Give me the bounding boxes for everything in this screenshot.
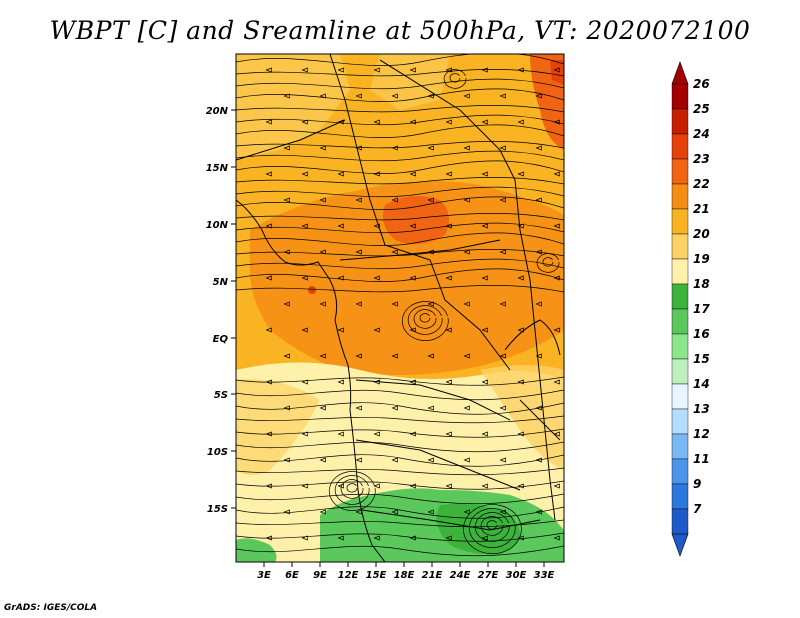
colorbar-cell	[671, 258, 689, 285]
colorbar-cell	[671, 458, 689, 485]
lat-label: 10N	[206, 220, 229, 231]
colorbar-label: 20	[693, 227, 710, 241]
colorbar-cell	[671, 233, 689, 260]
colorbar-label: 15	[693, 352, 710, 366]
lon-label: 9E	[313, 570, 327, 581]
colorbar-label: 17	[693, 302, 710, 316]
lon-label: 24E	[450, 570, 471, 581]
lon-label: 15E	[366, 570, 387, 581]
lat-label: 15S	[207, 504, 228, 515]
lat-label: 5N	[213, 277, 229, 288]
colorbar-cell	[671, 508, 689, 535]
colorbar-cell	[671, 308, 689, 335]
longitude-axis: 3E 6E 9E 12E 15E 18E 21E 24E 27E 30E 33E	[257, 562, 555, 581]
colorbar-label: 12	[693, 427, 710, 441]
colorbar-label: 23	[693, 152, 710, 166]
lon-label: 30E	[506, 570, 527, 581]
colorbar-label: 26	[693, 77, 710, 91]
wbpt-shading	[236, 54, 564, 562]
colorbar-label: 24	[693, 127, 710, 141]
colorbar-label: 21	[693, 202, 710, 216]
colorbar-cell	[671, 333, 689, 360]
map-title: WBPT [C] and Sreamline at 500hPa, VT: 20…	[49, 16, 751, 45]
lon-label: 27E	[478, 570, 499, 581]
grads-credit: GrADS: IGES/COLA	[4, 603, 98, 613]
lon-label: 18E	[394, 570, 415, 581]
streamlines	[236, 54, 564, 557]
colorbar-bottom-arrow	[671, 533, 689, 557]
colorbar-label: 22	[693, 177, 710, 191]
lat-label: 5S	[214, 390, 228, 401]
colorbar-cell	[671, 283, 689, 310]
colorbar-cell	[671, 408, 689, 435]
lat-label: 15N	[206, 163, 229, 174]
colorbar-cell	[671, 133, 689, 160]
lat-label: 20N	[206, 106, 229, 117]
lat-label: 10S	[207, 447, 228, 458]
colorbar-cell	[671, 483, 689, 510]
country-borders	[236, 54, 561, 562]
colorbar-cell	[671, 158, 689, 185]
lon-label: 12E	[338, 570, 359, 581]
lon-label: 33E	[534, 570, 555, 581]
colorbar-label: 11	[693, 452, 710, 466]
colorbar-cell	[671, 108, 689, 135]
colorbar-cell	[671, 383, 689, 410]
colorbar-cell	[671, 183, 689, 210]
colorbar-label: 9	[693, 477, 701, 491]
lon-label: 6E	[285, 570, 299, 581]
colorbar: 26 25 24 23 22 21 20 19 18 17 16 15 14 13 12 11 9 7	[671, 61, 710, 557]
colorbar-cell	[671, 208, 689, 235]
lon-label: 21E	[422, 570, 443, 581]
colorbar-cell	[671, 83, 689, 110]
colorbar-label: 16	[693, 327, 710, 341]
colorbar-label: 7	[693, 502, 702, 516]
colorbar-label: 19	[693, 252, 710, 266]
colorbar-label: 13	[693, 402, 710, 416]
lat-label: EQ	[213, 334, 229, 345]
lon-label: 3E	[257, 570, 271, 581]
map-frame	[235, 53, 565, 563]
colorbar-cell	[671, 433, 689, 460]
colorbar-cell	[671, 358, 689, 385]
colorbar-top-arrow	[671, 61, 689, 85]
colorbar-label: 18	[693, 277, 710, 291]
latitude-axis: 20N 15N 10N 5N EQ 5S 10S 15S	[206, 106, 236, 515]
colorbar-label: 14	[693, 377, 710, 391]
colorbar-label: 25	[693, 102, 710, 116]
